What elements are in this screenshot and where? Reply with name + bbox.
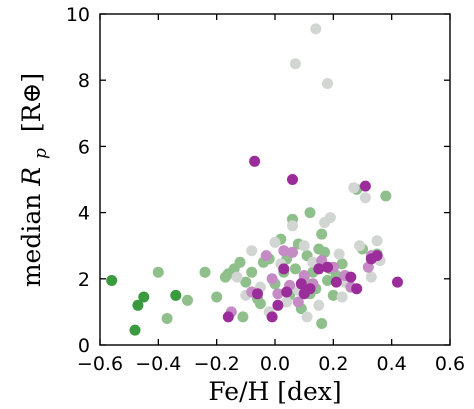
data-point <box>316 228 328 240</box>
data-point <box>106 275 118 286</box>
y-axis-label: median R p [R⊕] <box>17 73 52 287</box>
data-point <box>345 271 357 283</box>
data-point <box>240 276 252 288</box>
data-point <box>362 261 374 273</box>
data-point <box>313 299 325 311</box>
data-point <box>333 248 345 260</box>
data-point <box>182 294 193 306</box>
x-tick-label: 0.0 <box>260 353 290 375</box>
y-axis-label-symbol: R <box>17 167 46 187</box>
data-point <box>354 240 366 252</box>
y-tick-label: 10 <box>66 4 90 26</box>
data-point <box>287 246 298 258</box>
data-point <box>295 278 307 290</box>
data-point <box>287 174 298 185</box>
y-tick-label: 2 <box>78 269 90 291</box>
data-point <box>310 23 322 35</box>
data-point <box>298 240 310 252</box>
data-point <box>322 261 333 273</box>
data-point <box>272 299 284 311</box>
data-point <box>272 288 284 300</box>
data-point <box>292 296 304 308</box>
data-point <box>336 258 348 270</box>
data-point <box>129 324 141 336</box>
data-point <box>304 283 316 295</box>
data-point <box>252 288 263 300</box>
data-point <box>231 271 243 283</box>
y-tick-label: 6 <box>78 136 90 158</box>
data-point <box>269 236 281 248</box>
data-point <box>316 318 328 329</box>
y-tick-label: 8 <box>78 70 90 92</box>
data-point <box>289 58 301 70</box>
data-point <box>266 311 278 323</box>
data-point <box>365 271 377 283</box>
data-point <box>371 250 383 262</box>
data-point <box>327 289 339 301</box>
data-point <box>234 256 246 268</box>
data-point <box>278 263 290 275</box>
data-point <box>289 263 301 275</box>
data-point <box>260 250 272 262</box>
y-tick-label: 4 <box>78 203 90 225</box>
x-axis-label: Fe/H [dex] <box>208 377 341 406</box>
data-point <box>138 291 150 303</box>
data-point <box>161 313 173 324</box>
x-tick-label: −0.6 <box>77 353 123 375</box>
data-point <box>152 266 164 278</box>
data-point <box>304 207 316 219</box>
axis-ticks: −0.6 −0.4 −0.2 0.0 0.2 0.4 0.6 0 2 4 6 8 10 <box>66 4 465 375</box>
data-points <box>106 23 403 336</box>
x-tick-label: 0.2 <box>318 353 348 375</box>
data-point <box>298 270 310 281</box>
data-point <box>336 291 348 303</box>
data-point <box>246 266 258 278</box>
data-point <box>211 291 223 303</box>
y-tick-label: 0 <box>78 335 90 357</box>
x-tick-label: 0.4 <box>377 353 407 375</box>
data-point <box>392 276 403 288</box>
data-point <box>281 286 293 298</box>
data-point <box>132 299 144 311</box>
data-point <box>254 298 266 310</box>
data-point <box>371 235 383 247</box>
y-axis-label-prefix: median <box>17 186 46 287</box>
data-point <box>351 283 363 295</box>
data-point <box>199 266 211 278</box>
data-point <box>319 246 331 258</box>
x-tick-label: 0.6 <box>435 353 465 375</box>
data-point <box>313 263 325 275</box>
data-point <box>301 311 313 323</box>
x-tick-label: −0.4 <box>135 353 181 375</box>
data-point <box>359 180 371 192</box>
data-point <box>322 275 333 286</box>
y-axis-label-subscript: p <box>31 148 51 159</box>
data-point <box>278 245 290 257</box>
data-point <box>246 245 258 257</box>
data-point <box>266 273 278 285</box>
data-point <box>287 220 298 232</box>
y-axis-label-unit: [R⊕] <box>17 73 46 132</box>
data-point <box>324 212 336 224</box>
data-point <box>380 190 392 202</box>
data-point <box>330 276 342 288</box>
data-point <box>170 289 182 301</box>
data-point <box>359 192 371 204</box>
data-point <box>281 296 293 308</box>
data-point <box>237 311 249 323</box>
data-point <box>222 311 234 323</box>
data-point <box>249 155 261 167</box>
data-point <box>348 182 360 194</box>
data-point <box>322 78 333 89</box>
x-tick-label: −0.2 <box>194 353 240 375</box>
